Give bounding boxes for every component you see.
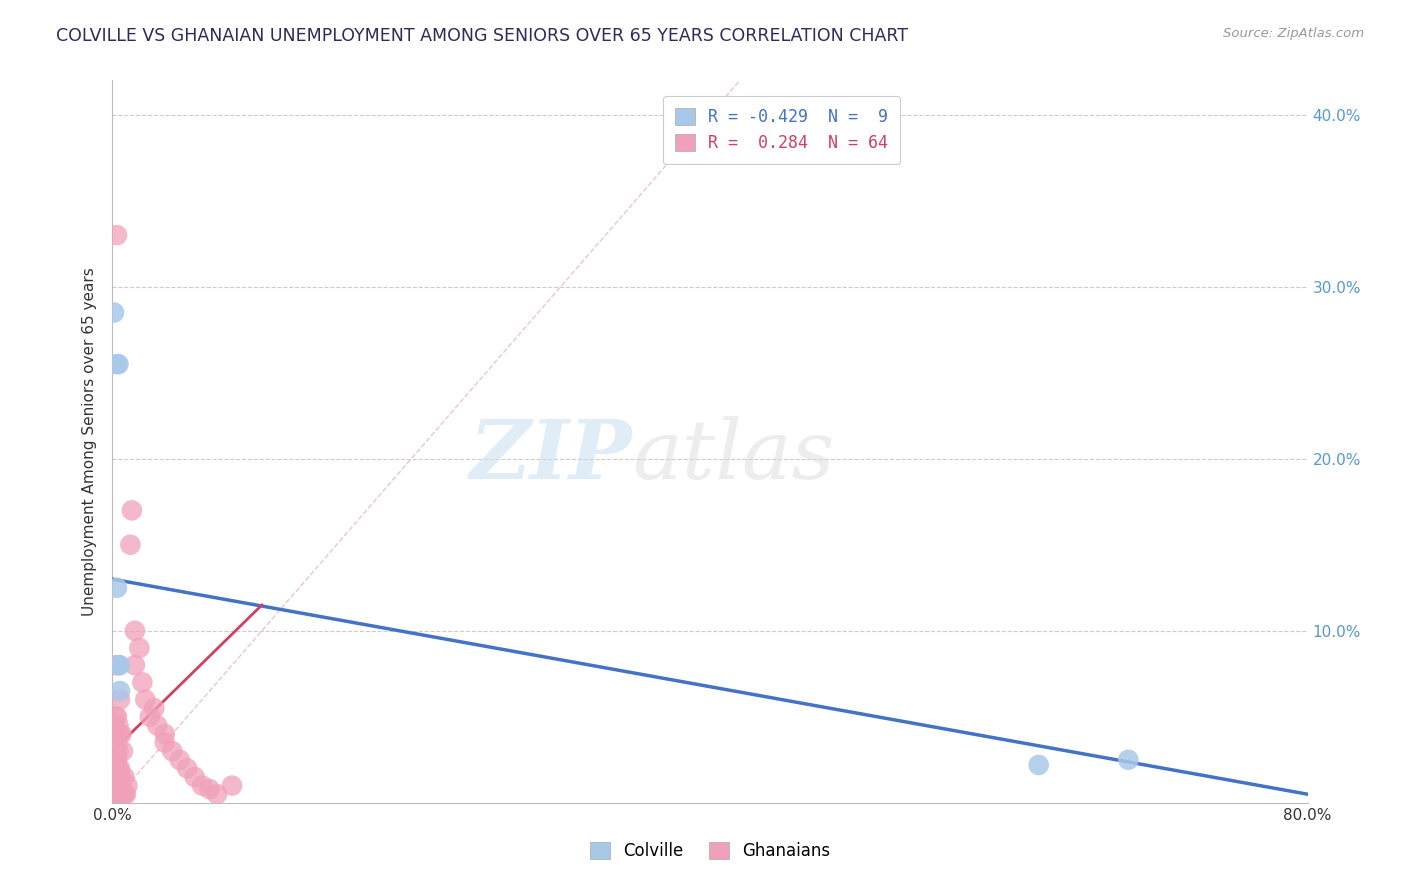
Point bbox=[162, 744, 183, 758]
Point bbox=[103, 779, 125, 793]
Point bbox=[124, 624, 146, 638]
Point bbox=[105, 779, 128, 793]
Point bbox=[104, 787, 127, 801]
Point bbox=[105, 357, 128, 371]
Point bbox=[120, 538, 142, 552]
Text: Source: ZipAtlas.com: Source: ZipAtlas.com bbox=[1223, 27, 1364, 40]
Point bbox=[107, 787, 129, 801]
Y-axis label: Unemployment Among Seniors over 65 years: Unemployment Among Seniors over 65 years bbox=[82, 268, 97, 615]
Point bbox=[105, 753, 128, 767]
Point bbox=[1028, 758, 1050, 772]
Point bbox=[108, 658, 131, 673]
Point bbox=[107, 658, 129, 673]
Point bbox=[1118, 753, 1140, 767]
Point bbox=[114, 787, 135, 801]
Point bbox=[105, 228, 128, 243]
Point bbox=[191, 779, 214, 793]
Point bbox=[105, 735, 128, 749]
Point bbox=[105, 710, 128, 724]
Point bbox=[128, 640, 150, 655]
Point bbox=[104, 710, 127, 724]
Point bbox=[104, 761, 127, 775]
Point bbox=[103, 305, 125, 319]
Point bbox=[105, 770, 128, 784]
Point bbox=[146, 718, 169, 732]
Point bbox=[110, 770, 132, 784]
Point bbox=[111, 787, 134, 801]
Point bbox=[104, 658, 127, 673]
Point bbox=[169, 753, 191, 767]
Point bbox=[103, 744, 125, 758]
Point bbox=[198, 782, 221, 797]
Point bbox=[105, 581, 128, 595]
Point bbox=[104, 744, 127, 758]
Point bbox=[117, 779, 139, 793]
Text: COLVILLE VS GHANAIAN UNEMPLOYMENT AMONG SENIORS OVER 65 YEARS CORRELATION CHART: COLVILLE VS GHANAIAN UNEMPLOYMENT AMONG … bbox=[56, 27, 908, 45]
Point bbox=[108, 787, 131, 801]
Point bbox=[221, 779, 243, 793]
Point bbox=[104, 779, 127, 793]
Point bbox=[108, 761, 131, 775]
Point bbox=[105, 787, 128, 801]
Point bbox=[143, 701, 166, 715]
Point bbox=[103, 727, 125, 741]
Point bbox=[114, 770, 135, 784]
Point bbox=[134, 692, 156, 706]
Point bbox=[183, 770, 205, 784]
Point bbox=[107, 357, 129, 371]
Point bbox=[111, 744, 134, 758]
Point bbox=[139, 710, 162, 724]
Point bbox=[121, 503, 143, 517]
Point bbox=[103, 787, 125, 801]
Legend: Colville, Ghanaians: Colville, Ghanaians bbox=[583, 835, 837, 867]
Point bbox=[104, 727, 127, 741]
Point bbox=[104, 770, 127, 784]
Point bbox=[103, 787, 125, 801]
Point bbox=[205, 787, 228, 801]
Point bbox=[108, 727, 131, 741]
Point bbox=[107, 761, 129, 775]
Point bbox=[103, 782, 125, 797]
Point bbox=[107, 718, 129, 732]
Point bbox=[131, 675, 153, 690]
Point bbox=[153, 727, 176, 741]
Point bbox=[103, 735, 125, 749]
Text: atlas: atlas bbox=[633, 416, 835, 496]
Point bbox=[115, 787, 138, 801]
Point bbox=[108, 692, 131, 706]
Point bbox=[103, 770, 125, 784]
Point bbox=[107, 744, 129, 758]
Point bbox=[108, 684, 131, 698]
Point bbox=[176, 761, 198, 775]
Point bbox=[153, 735, 176, 749]
Text: ZIP: ZIP bbox=[470, 416, 633, 496]
Point bbox=[107, 779, 129, 793]
Point bbox=[103, 761, 125, 775]
Point bbox=[110, 727, 132, 741]
Point bbox=[108, 779, 131, 793]
Point bbox=[103, 753, 125, 767]
Point bbox=[110, 787, 132, 801]
Point bbox=[124, 658, 146, 673]
